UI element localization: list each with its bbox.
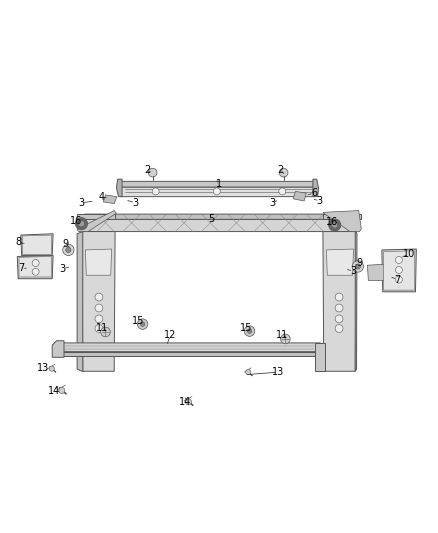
Text: 14: 14 [48, 386, 60, 396]
Polygon shape [84, 214, 354, 220]
Text: 5: 5 [208, 214, 214, 224]
Text: 3: 3 [350, 266, 357, 276]
Text: 11: 11 [96, 324, 108, 334]
Circle shape [279, 188, 286, 195]
Circle shape [213, 188, 220, 195]
Circle shape [396, 266, 403, 273]
Circle shape [279, 168, 288, 177]
Circle shape [152, 188, 159, 195]
Polygon shape [382, 249, 417, 292]
Text: 10: 10 [403, 249, 415, 259]
Circle shape [352, 261, 364, 272]
Circle shape [32, 260, 39, 266]
Text: 7: 7 [394, 274, 400, 285]
Polygon shape [21, 234, 53, 256]
Text: 4: 4 [99, 192, 105, 201]
Polygon shape [57, 343, 320, 352]
Polygon shape [77, 211, 117, 231]
Polygon shape [323, 231, 356, 372]
Circle shape [396, 256, 403, 263]
Text: 14: 14 [179, 397, 191, 407]
Polygon shape [77, 231, 83, 372]
Text: 12: 12 [164, 330, 176, 341]
Text: 15: 15 [132, 316, 145, 326]
Polygon shape [83, 220, 355, 231]
Circle shape [141, 322, 145, 326]
Text: 3: 3 [316, 196, 322, 206]
Polygon shape [120, 181, 316, 187]
Polygon shape [57, 352, 319, 356]
Circle shape [75, 217, 88, 230]
Circle shape [335, 325, 343, 333]
Circle shape [396, 276, 403, 283]
Polygon shape [355, 231, 357, 372]
Circle shape [59, 387, 65, 393]
Polygon shape [384, 251, 415, 290]
Circle shape [63, 244, 74, 256]
Polygon shape [315, 343, 325, 372]
Text: 2: 2 [277, 165, 283, 175]
Circle shape [49, 366, 54, 372]
Circle shape [246, 369, 251, 375]
Polygon shape [82, 231, 115, 372]
Circle shape [335, 315, 343, 323]
Circle shape [335, 304, 343, 312]
Text: 11: 11 [276, 330, 289, 341]
Text: 3: 3 [60, 264, 66, 273]
Text: 3: 3 [269, 198, 276, 208]
Polygon shape [323, 211, 361, 231]
Circle shape [185, 399, 191, 405]
Circle shape [66, 247, 71, 253]
Circle shape [328, 219, 341, 231]
Circle shape [95, 315, 103, 323]
Circle shape [138, 319, 148, 329]
Text: 2: 2 [144, 165, 150, 175]
Polygon shape [326, 249, 353, 275]
Circle shape [244, 326, 255, 336]
Polygon shape [103, 195, 117, 204]
Text: 13: 13 [272, 367, 284, 377]
Text: 15: 15 [240, 322, 252, 333]
Text: 7: 7 [18, 263, 25, 273]
Circle shape [355, 264, 360, 269]
Text: 9: 9 [357, 258, 363, 268]
Text: 3: 3 [78, 198, 85, 208]
Circle shape [95, 304, 103, 312]
Circle shape [148, 168, 157, 177]
Circle shape [247, 329, 252, 333]
Polygon shape [367, 264, 384, 280]
Circle shape [335, 293, 343, 301]
Polygon shape [52, 341, 64, 357]
Circle shape [281, 334, 290, 344]
Polygon shape [313, 179, 318, 197]
Circle shape [332, 222, 338, 228]
Polygon shape [85, 249, 112, 275]
Text: 6: 6 [311, 188, 317, 198]
Text: 13: 13 [37, 363, 49, 373]
Circle shape [32, 268, 39, 275]
Circle shape [78, 221, 85, 227]
Polygon shape [19, 256, 51, 277]
Text: 16: 16 [70, 216, 82, 225]
Text: 9: 9 [62, 239, 68, 249]
Text: 16: 16 [325, 217, 338, 227]
Text: 8: 8 [15, 238, 21, 247]
Circle shape [95, 325, 103, 333]
Polygon shape [119, 187, 317, 197]
Polygon shape [77, 214, 115, 220]
Polygon shape [293, 191, 306, 201]
Polygon shape [17, 256, 53, 279]
Polygon shape [323, 214, 361, 220]
Polygon shape [117, 179, 122, 197]
Text: 3: 3 [132, 198, 138, 208]
Circle shape [101, 327, 110, 337]
Text: 1: 1 [216, 180, 222, 189]
Circle shape [95, 293, 103, 301]
Polygon shape [22, 235, 51, 254]
